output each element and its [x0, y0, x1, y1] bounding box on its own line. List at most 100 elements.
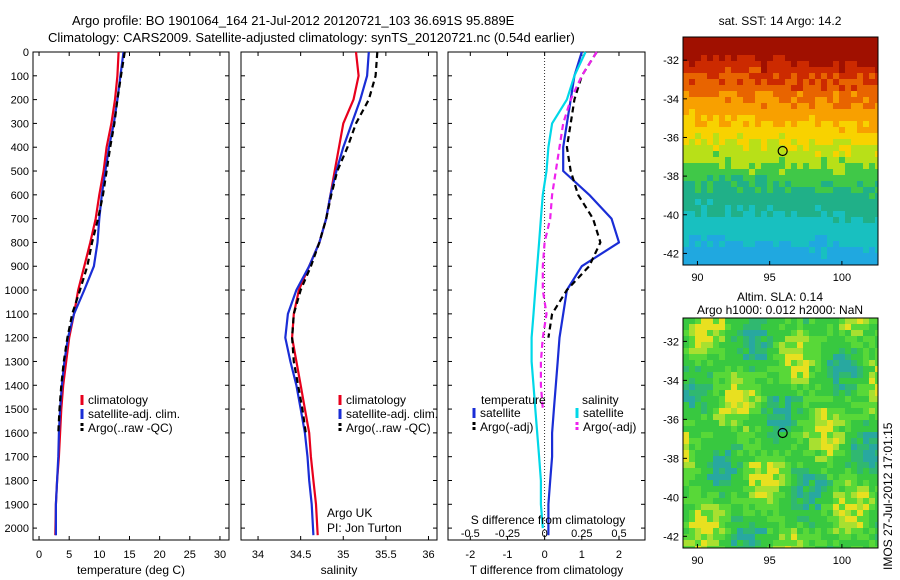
sst-map-cell	[791, 97, 798, 104]
sst-map-cell	[761, 163, 768, 170]
sst-map-cell	[875, 181, 878, 188]
sst-map-cell	[707, 247, 714, 254]
sla-map-cell	[719, 336, 726, 343]
sst-map-cell	[773, 133, 780, 140]
sst-map-cell	[875, 223, 878, 230]
sst-map-cell	[779, 151, 786, 158]
difference-legend-title-temperature: temperature	[481, 393, 546, 407]
sst-map-cell	[803, 79, 810, 86]
sst-map-cell	[809, 205, 816, 212]
sst-map-cell	[725, 175, 732, 182]
sla-map-cell	[719, 420, 726, 427]
sst-map-cell	[761, 187, 768, 194]
sst-map-cell	[875, 187, 878, 194]
sst-map-cell	[851, 73, 858, 80]
sst-map-cell	[725, 103, 732, 110]
sst-map-cell	[779, 187, 786, 194]
sst-map-cell	[863, 157, 870, 164]
sst-map-cell	[767, 259, 774, 265]
sla-map-xtick-label: 100	[833, 555, 851, 567]
sla-map-cell	[761, 480, 768, 487]
sla-map-cell	[875, 450, 878, 457]
sla-map-cell	[773, 348, 780, 355]
sla-map-cell	[749, 324, 756, 331]
sst-map-cell	[719, 97, 726, 104]
sla-map-cell	[689, 462, 696, 469]
sst-map-cell	[809, 241, 816, 248]
sla-map-cell	[731, 444, 738, 451]
sla-map-cell	[803, 540, 810, 547]
sst-map-cell	[725, 73, 732, 80]
sst-map-cell	[767, 157, 774, 164]
sla-map-cell	[857, 444, 864, 451]
sla-map-axes-frame	[682, 317, 879, 549]
sla-map-cell	[707, 504, 714, 511]
sla-map-cell	[827, 534, 834, 541]
sla-map-cell	[845, 522, 852, 529]
sla-map-cell	[827, 510, 834, 517]
sst-map-cell	[797, 109, 804, 116]
sla-map-cell	[701, 516, 708, 523]
sst-map-cell	[743, 223, 750, 230]
sla-map-cell	[707, 444, 714, 451]
sla-map-cell	[695, 330, 702, 337]
sst-map-cell	[785, 67, 792, 74]
sst-map-cell	[869, 91, 876, 98]
sla-map-cell	[779, 384, 786, 391]
sst-map-cell	[827, 223, 834, 230]
sst-map-cell	[809, 187, 816, 194]
sst-map-cell	[731, 55, 738, 62]
sla-map-cell	[875, 516, 878, 523]
sla-map-cell	[791, 480, 798, 487]
sst-map-cell	[821, 97, 828, 104]
sla-map-cell	[749, 444, 756, 451]
sla-map-cell	[719, 408, 726, 415]
sst-map-cell	[821, 103, 828, 110]
sst-map-cell	[761, 121, 768, 128]
sst-map-cell	[689, 121, 696, 128]
sst-map-cell	[845, 193, 852, 200]
sla-map-ytick-label: -36	[663, 414, 679, 426]
sst-map-cell	[809, 169, 816, 176]
sst-map-cell	[683, 61, 690, 68]
sla-map-cell	[791, 468, 798, 475]
sla-map-cell	[833, 372, 840, 379]
sla-map-cell	[815, 540, 822, 547]
sla-map-cell	[767, 480, 774, 487]
sst-map-cell	[749, 175, 756, 182]
sst-map-xtick-label: 95	[764, 272, 776, 284]
sla-map-cell	[809, 408, 816, 415]
sst-map-cell	[761, 181, 768, 188]
sla-map-cell	[683, 342, 690, 349]
sst-map-cell	[743, 127, 750, 134]
sst-map-cell	[821, 253, 828, 260]
sla-map-cell	[689, 390, 696, 397]
sla-map-cell	[785, 504, 792, 511]
sst-map-cell	[719, 253, 726, 260]
sla-map-cell	[755, 438, 762, 445]
sst-map-cell	[863, 229, 870, 236]
sla-map-cell	[839, 462, 846, 469]
sst-map-cell	[821, 223, 828, 230]
sla-map-cell	[689, 492, 696, 499]
sla-map-cell	[695, 546, 702, 548]
sst-map-cell	[695, 103, 702, 110]
sst-map-cell	[809, 253, 816, 260]
sst-map-cell	[701, 253, 708, 260]
sla-map-cell	[809, 444, 816, 451]
sst-map-cell	[707, 43, 714, 50]
sla-map-cell	[863, 384, 870, 391]
sst-map-cell	[761, 73, 768, 80]
sst-map-cell	[779, 157, 786, 164]
sst-map-cell	[833, 187, 840, 194]
sst-map-cell	[803, 85, 810, 92]
sla-map-cell	[773, 486, 780, 493]
sst-map-cell	[689, 235, 696, 242]
sst-map-cell	[839, 109, 846, 116]
sst-map-cell	[857, 145, 864, 152]
sst-map-cell	[731, 91, 738, 98]
sla-map-cell	[773, 324, 780, 331]
sla-map-cell	[863, 432, 870, 439]
sla-map-cell	[785, 378, 792, 385]
sla-map-cell	[695, 438, 702, 445]
